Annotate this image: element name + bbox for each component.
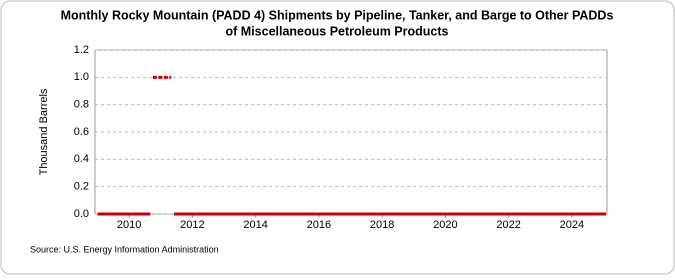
y-tick-label: 1.2 (74, 44, 89, 56)
y-axis-label: Thousand Barrels (38, 88, 50, 175)
x-tick-label: 2016 (307, 219, 331, 231)
source: Source: U.S. Energy Information Administ… (30, 244, 219, 254)
x-tick-label: 2010 (117, 219, 141, 231)
chart-title: of Miscellaneous Petroleum Products (226, 24, 449, 38)
y-tick-label: 0.8 (74, 99, 89, 111)
y-tick-label: 0.2 (74, 181, 89, 193)
x-tick-label: 2024 (560, 219, 584, 231)
x-tick-label: 2020 (433, 219, 457, 231)
y-tick-label: 1.0 (74, 71, 89, 83)
x-tick-label: 2022 (496, 219, 520, 231)
plot-area (94, 49, 608, 215)
x-tick-label: 2018 (370, 219, 394, 231)
x-tick-label: 2014 (243, 219, 267, 231)
x-tick-label: 2012 (180, 219, 204, 231)
y-tick-label: 0.4 (74, 153, 89, 165)
y-tick-label: 0.0 (74, 208, 89, 220)
chart-title: Monthly Rocky Mountain (PADD 4) Shipment… (61, 8, 614, 22)
y-tick-label: 0.6 (74, 126, 89, 138)
